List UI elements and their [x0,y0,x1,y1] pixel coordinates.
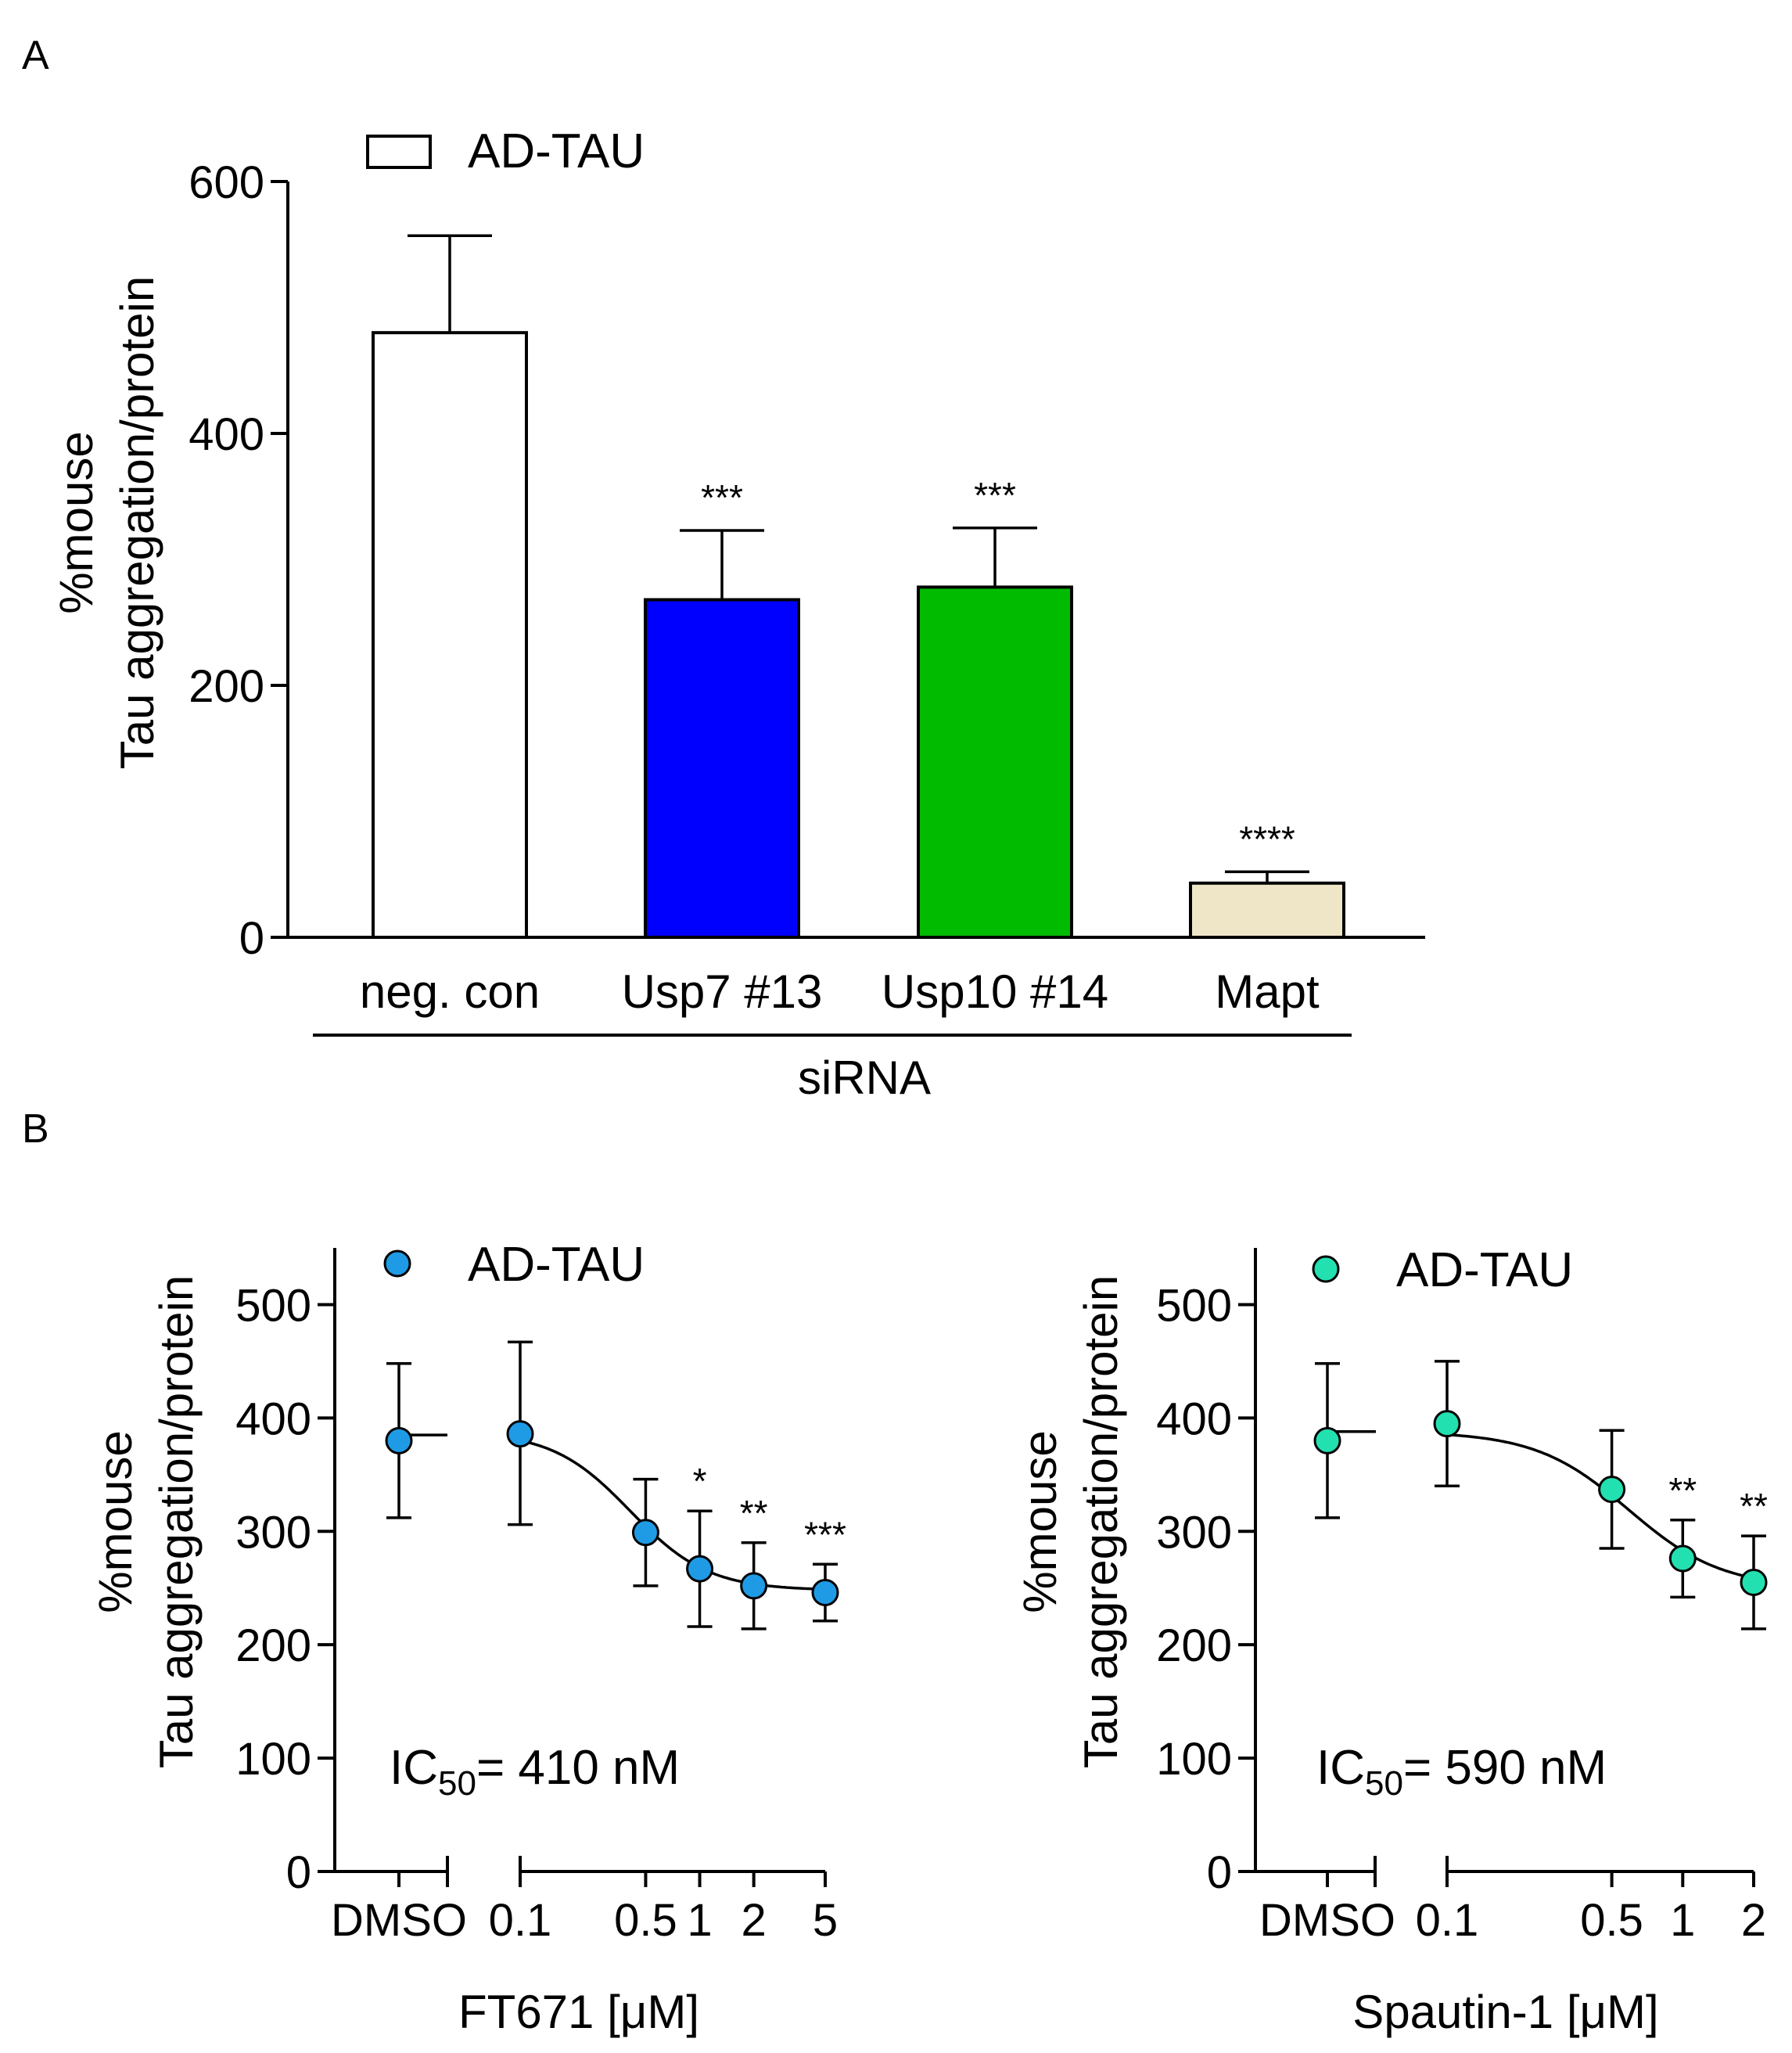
fit-curve [1446,1433,1754,1580]
significance-label: **** [1239,818,1295,859]
data-point [811,1579,839,1607]
y-axis-title-line1: %mouse [89,1430,142,1613]
bar-usp7-13 [644,598,800,940]
bar-neg-con [372,331,528,939]
y-tick-label: 0 [286,1847,311,1898]
panel-label-b: B [22,1106,49,1152]
category-label: Usp7 #13 [622,965,823,1018]
y-axis-title: %mouse Tau aggregation/protein [50,276,163,769]
y-tick-label: 200 [189,661,264,712]
legend-label: AD-TAU [468,1238,645,1292]
significance-label: ** [1740,1486,1768,1526]
x-tick-label-dmso: DMSO [331,1895,467,1946]
x-axis-title: Spautin-1 [μM] [1352,1986,1658,2038]
data-point [740,1572,768,1600]
x-tick-label: 1 [687,1895,712,1946]
y-tick-label: 300 [235,1507,311,1558]
legend-label: AD-TAU [1396,1243,1573,1297]
y-axis-title-line2: Tau aggregation/protein [1075,1275,1127,1768]
ic50-value: = 410 nM [476,1741,680,1795]
data-point [686,1555,714,1583]
x-tick-label-dmso: DMSO [1259,1895,1395,1946]
data-point [1433,1410,1461,1438]
legend-marker [1312,1255,1340,1283]
fit-curve [519,1439,826,1591]
y-axis-title-line2: Tau aggregation/protein [111,276,163,769]
significance-label: *** [974,475,1016,516]
ic50-prefix: IC [390,1741,438,1795]
significance-label: * [693,1461,707,1501]
y-tick-label: 0 [1207,1847,1232,1898]
data-point-dmso [1313,1426,1341,1454]
data-point [1598,1476,1626,1504]
y-tick-label: 400 [1156,1393,1232,1444]
y-tick-label: 200 [1156,1620,1232,1671]
dose-response-chart-ft671: 0 100 200 300 400 500 DMSO 0.1 0.5 1 2 5 FT671 [μM]%… [89,1238,846,2038]
y-axis-title-line1: %mouse [50,431,102,613]
ic50-annotation: IC50= 410 nM [390,1741,680,1803]
data-point [506,1420,534,1448]
y-tick-label: 400 [189,409,264,460]
y-tick-label: 100 [1156,1734,1232,1785]
data-point [1740,1568,1768,1596]
x-axis-title: FT671 [μM] [458,1986,699,2038]
x-tick-label: 2 [742,1895,767,1946]
legend-label: AD-TAU [468,124,645,178]
x-tick-label: 0.1 [1416,1895,1479,1946]
x-tick-label: 5 [813,1895,838,1946]
bar-chart-panel-a: 0 200 400 600 neg. con *** Usp7 #13 *** Usp10 #1… [50,124,1425,1104]
panel-label-a: A [22,33,49,78]
ic50-value: = 590 nM [1403,1741,1607,1795]
bar-mapt [1189,881,1345,940]
legend-swatch [366,135,432,169]
ic50-annotation: IC50= 590 nM [1316,1741,1607,1803]
y-tick-label: 500 [1156,1280,1232,1331]
category-label: neg. con [360,965,540,1018]
ic50-prefix: IC [1316,1741,1365,1795]
y-tick-label: 100 [235,1734,311,1785]
y-tick-label: 400 [235,1393,311,1444]
legend-marker [383,1249,411,1278]
significance-label: *** [804,1514,846,1555]
ic50-subscript: 50 [438,1764,476,1803]
data-point [1668,1544,1697,1573]
y-tick-label: 300 [1156,1507,1232,1558]
data-point-dmso [385,1426,413,1454]
y-axis-title-line2: Tau aggregation/protein [150,1275,203,1768]
significance-label: *** [701,477,743,518]
bar-usp10-14 [917,585,1073,939]
category-label: Mapt [1215,965,1320,1018]
x-group-label: siRNA [798,1052,931,1104]
x-tick-label: 0.1 [489,1895,552,1946]
category-label: Usp10 #14 [882,965,1108,1018]
y-tick-label: 600 [189,157,264,208]
x-tick-label: 2 [1741,1895,1766,1946]
y-tick-label: 200 [235,1620,311,1671]
y-axis-title: %mouse Tau aggregation/protein [89,1275,203,1768]
significance-label: ** [1668,1470,1697,1511]
x-tick-label: 0.5 [614,1895,677,1946]
y-tick-label: 500 [235,1280,311,1331]
y-axis-title-line1: %mouse [1014,1430,1066,1613]
dose-response-chart-spautin: 0 100 200 300 400 500 DMSO 0.1 0.5 1 2 Spautin-1 [μ… [1014,1243,1768,2038]
y-tick-label: 0 [239,913,264,964]
data-point [631,1519,659,1547]
ic50-subscript: 50 [1365,1764,1403,1803]
significance-label: ** [740,1493,768,1533]
y-axis-title: %mouse Tau aggregation/protein [1014,1275,1127,1768]
x-tick-label: 0.5 [1580,1895,1643,1946]
x-tick-label: 1 [1670,1895,1695,1946]
